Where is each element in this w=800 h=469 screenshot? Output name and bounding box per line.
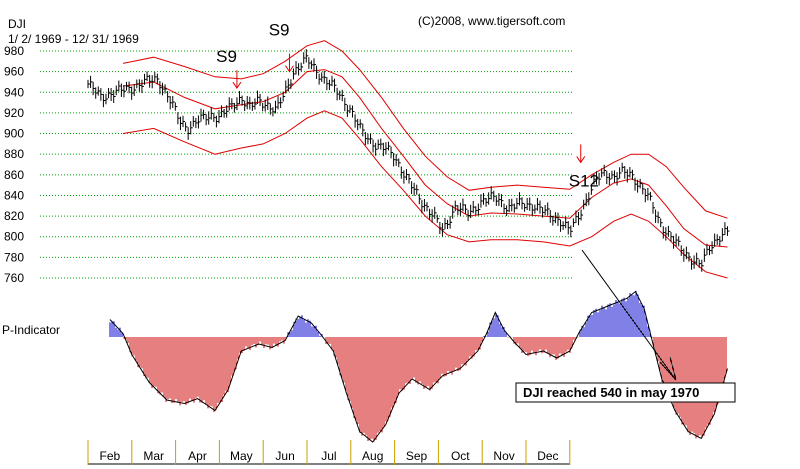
y-tick-label: 840 <box>4 188 24 202</box>
month-label: Feb <box>100 449 121 463</box>
month-label: Jul <box>321 449 336 463</box>
y-tick-label: 780 <box>4 250 24 264</box>
month-label: May <box>230 449 253 463</box>
band-lower <box>122 110 728 279</box>
y-tick-label: 900 <box>4 127 24 141</box>
date-range: 1/ 2/ 1969 - 12/ 31/ 1969 <box>8 32 139 46</box>
y-tick-label: 820 <box>4 209 24 223</box>
band-upper <box>122 40 728 219</box>
month-label: Aug <box>362 449 383 463</box>
signal-markers: S9 S9 S12 <box>216 21 599 191</box>
month-label: Jun <box>275 449 294 463</box>
annotation-text: DJI reached 540 in may 1970 <box>523 385 699 400</box>
month-label: Dec <box>537 449 558 463</box>
annotation: DJI reached 540 in may 1970 <box>515 249 736 403</box>
annotation-box <box>515 382 736 403</box>
y-axis-labels: 980 960 940 920 900 880 860 840 820 800 780 760 <box>4 44 24 285</box>
y-tick-label: 920 <box>4 106 24 120</box>
month-label: Mar <box>143 449 164 463</box>
signal-label: S12 <box>569 171 599 190</box>
annotation-arrow-head <box>659 356 677 381</box>
signal-arrow-head <box>285 65 294 73</box>
price-bars <box>87 49 730 272</box>
indicator-label: P-Indicator <box>2 323 60 337</box>
annotation-arrow-line <box>581 249 677 381</box>
copyright: (C)2008, www.tigersoft.com <box>418 14 565 28</box>
y-tick-label: 960 <box>4 65 24 79</box>
month-axis: Feb Mar Apr May Jun Jul Aug Sep Oct Nov Dec <box>87 440 571 465</box>
y-tick-label: 860 <box>4 168 24 182</box>
signal-arrow-head <box>232 81 242 90</box>
y-tick-label: 760 <box>4 271 24 285</box>
ticker-label: DJI <box>8 17 26 31</box>
bollinger-bands <box>122 40 728 279</box>
y-tick-label: 880 <box>4 147 24 161</box>
signal-arrow-head <box>576 156 586 164</box>
signal-label: S9 <box>216 47 237 66</box>
p-indicator <box>109 290 728 443</box>
gridlines <box>40 50 572 279</box>
y-tick-label: 980 <box>4 44 24 58</box>
signal-label: S9 <box>269 21 290 40</box>
y-tick-label: 800 <box>4 230 24 244</box>
month-label: Apr <box>188 449 207 463</box>
band-middle <box>122 69 728 248</box>
month-label: Sep <box>406 449 428 463</box>
indicator-outline <box>109 290 728 443</box>
month-label: Nov <box>493 449 514 463</box>
y-tick-label: 940 <box>4 85 24 99</box>
month-label: Oct <box>451 449 470 463</box>
